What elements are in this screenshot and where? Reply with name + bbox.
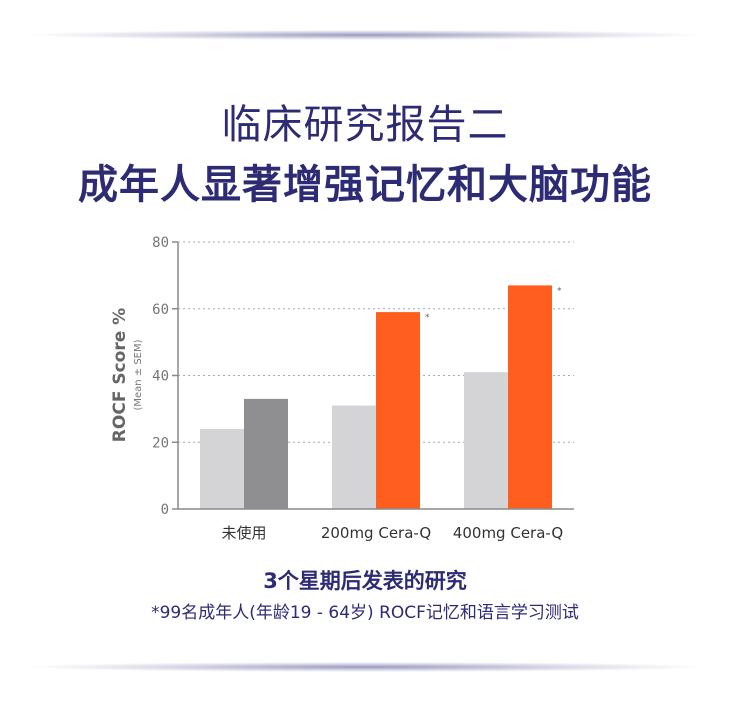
y-axis-sublabel: (Mean ± SEM) (133, 339, 144, 410)
bottom-divider-shadow (30, 662, 700, 672)
bar-series2 (508, 285, 552, 509)
significance-marker: * (557, 286, 562, 296)
x-category-label: 未使用 (221, 524, 266, 542)
bars (200, 285, 552, 509)
bar-series1 (200, 428, 244, 509)
study-caption: 3个星期后发表的研究 (263, 569, 467, 593)
rocf-bar-chart: 0 20 40 60 80 未使用 * 200mg Cera-Q * 400mg Cera-Q RO… (110, 235, 574, 542)
report-headline: 成年人显著增强记忆和大脑功能 (78, 162, 652, 208)
top-divider-shadow (30, 30, 700, 40)
bar-series2 (376, 312, 420, 509)
y-axis-label: ROCF Score % (110, 308, 130, 442)
y-tick-label: 0 (161, 502, 169, 518)
x-category-label: 400mg Cera-Q (453, 524, 563, 542)
y-tick-label: 80 (152, 235, 169, 251)
axes (172, 241, 574, 510)
bar-series2 (244, 398, 288, 509)
labels: 0 20 40 60 80 未使用 * 200mg Cera-Q * 400mg Cera-Q RO… (110, 235, 563, 542)
bar-series1 (332, 405, 376, 509)
y-tick-label: 40 (152, 369, 169, 385)
x-category-label: 200mg Cera-Q (321, 524, 431, 542)
bar-series1 (464, 372, 508, 509)
study-footnote: *99名成年人(年龄19 - 64岁) ROCF记忆和语言学习测试 (151, 603, 579, 623)
y-tick-label: 20 (152, 435, 169, 451)
significance-marker: * (425, 313, 430, 323)
y-tick-label: 60 (152, 302, 169, 318)
report-title: 临床研究报告二 (221, 102, 509, 148)
